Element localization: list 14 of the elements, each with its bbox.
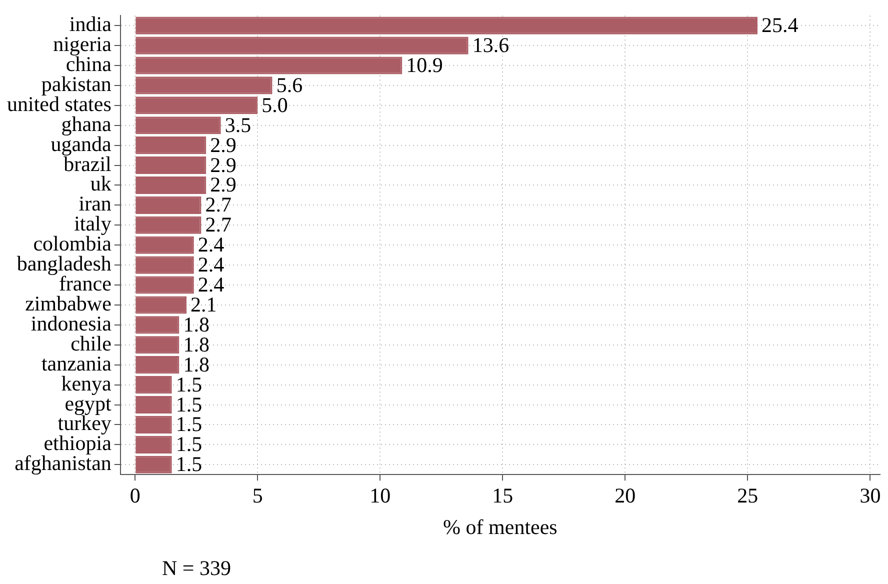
x-axis-title: % of mentees [443,514,558,539]
x-tick-label: 5 [252,484,263,508]
x-tick-label: 0 [130,484,140,508]
x-tick-label: 20 [614,484,636,508]
text: N = 339 [162,556,232,581]
data-label: 25.4 [761,13,799,38]
y-tick-label: pakistan [41,72,112,96]
x-tick-label: 25 [737,484,758,508]
data-label: 10.9 [406,53,443,78]
data-label: 13.6 [472,33,510,58]
x-tick-label: 10 [370,484,391,508]
y-tick-label: ghana [61,112,112,136]
x-tick-label: 30 [860,484,881,508]
x-tick-label: 15 [492,484,514,508]
